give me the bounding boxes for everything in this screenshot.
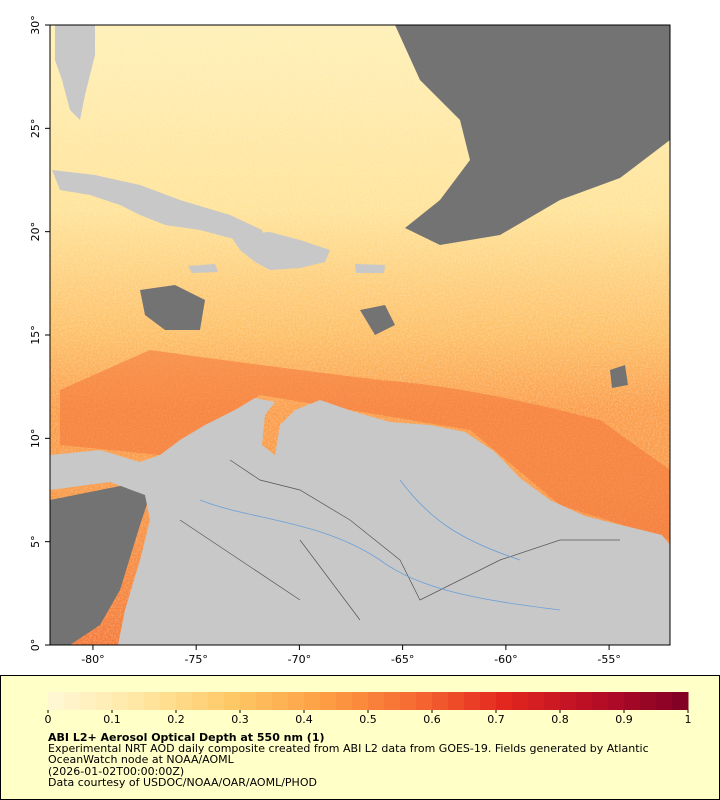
no-data-region bbox=[140, 285, 205, 330]
colorbar-segment bbox=[448, 692, 465, 710]
colorbar-tick-label: 0 bbox=[45, 713, 52, 726]
map-area bbox=[50, 25, 670, 645]
caption-line: Data courtesy of USDOC/NOAA/OAR/AOML/PHO… bbox=[48, 776, 317, 789]
colorbar-tick-label: 1 bbox=[685, 713, 692, 726]
colorbar-segment bbox=[528, 692, 545, 710]
colorbar-segment bbox=[288, 692, 305, 710]
colorbar-segment bbox=[208, 692, 225, 710]
colorbar-tick-label: 0.3 bbox=[231, 713, 249, 726]
land-puerto-rico bbox=[355, 264, 385, 273]
colorbar-segment bbox=[48, 692, 65, 710]
x-tick-label: -55° bbox=[597, 653, 620, 666]
colorbar-segment bbox=[640, 692, 657, 710]
land-jamaica bbox=[188, 264, 218, 273]
x-tick-label: -70° bbox=[288, 653, 311, 666]
land-hispaniola bbox=[230, 232, 330, 270]
colorbar-tick-label: 0.4 bbox=[295, 713, 313, 726]
colorbar-segment bbox=[224, 692, 241, 710]
colorbar-tick-label: 0.2 bbox=[167, 713, 185, 726]
colorbar-segment bbox=[176, 692, 193, 710]
land-florida bbox=[55, 25, 95, 120]
y-tick-label: 25° bbox=[29, 119, 42, 139]
no-data-region bbox=[610, 365, 628, 388]
high-aod-band bbox=[60, 350, 670, 540]
colorbar-segment bbox=[544, 692, 561, 710]
colorbar-segment bbox=[560, 692, 577, 710]
colorbar-segment bbox=[400, 692, 417, 710]
colorbar-segment bbox=[464, 692, 481, 710]
colorbar-segment bbox=[576, 692, 593, 710]
y-tick-label: 30° bbox=[29, 15, 42, 35]
colorbar-segment bbox=[368, 692, 385, 710]
rivers bbox=[199, 479, 561, 611]
colorbar-segment bbox=[320, 692, 337, 710]
colorbar-segment bbox=[112, 692, 129, 710]
colorbar-segment bbox=[144, 692, 161, 710]
colorbar-tick-label: 0.9 bbox=[615, 713, 633, 726]
colorbar-segment bbox=[672, 692, 689, 710]
y-tick-label: 5° bbox=[29, 535, 42, 548]
y-tick-label: 20° bbox=[29, 222, 42, 242]
colorbar-segment bbox=[96, 692, 113, 710]
colorbar-segment bbox=[128, 692, 145, 710]
colorbar-segment bbox=[240, 692, 257, 710]
x-tick-label: -75° bbox=[184, 653, 207, 666]
colorbar-segment bbox=[384, 692, 401, 710]
colorbar-tick-label: 0.5 bbox=[359, 713, 377, 726]
land-south-america bbox=[50, 398, 670, 645]
colorbar-segment bbox=[256, 692, 273, 710]
colorbar-segment bbox=[64, 692, 81, 710]
y-tick-label: 10° bbox=[29, 429, 42, 449]
land-cuba bbox=[52, 170, 265, 245]
colorbar-segment bbox=[624, 692, 641, 710]
colorbar-segment bbox=[592, 692, 609, 710]
colorbar-tick-label: 0.7 bbox=[487, 713, 505, 726]
colorbar-segment bbox=[608, 692, 625, 710]
x-tick-label: -60° bbox=[494, 653, 517, 666]
x-tick-label: -80° bbox=[81, 653, 104, 666]
colorbar-segment bbox=[336, 692, 353, 710]
caption-line: OceanWatch node at NOAA/AOML bbox=[48, 753, 235, 766]
colorbar-segment bbox=[416, 692, 433, 710]
colorbar-segment bbox=[304, 692, 321, 710]
colorbar-tick-label: 0.1 bbox=[103, 713, 121, 726]
y-tick-label: 15° bbox=[29, 325, 42, 345]
colorbar-tick-label: 0.8 bbox=[551, 713, 569, 726]
colorbar-segment bbox=[272, 692, 289, 710]
no-data-region bbox=[395, 25, 670, 245]
colorbar-segment bbox=[352, 692, 369, 710]
colorbar-segment bbox=[656, 692, 673, 710]
x-tick-label: -65° bbox=[391, 653, 414, 666]
caption-line: (2026-01-02T00:00:00Z) bbox=[48, 765, 184, 778]
colorbar-tick-label: 0.6 bbox=[423, 713, 441, 726]
colorbar-segment bbox=[432, 692, 449, 710]
no-data-region bbox=[360, 305, 395, 335]
y-tick-label: 0° bbox=[29, 639, 42, 652]
colorbar-segment bbox=[192, 692, 209, 710]
title: ABI L2+ Aerosol Optical Depth at 550 nm … bbox=[48, 731, 325, 744]
caption-line: Experimental NRT AOD daily composite cre… bbox=[48, 742, 649, 755]
borders bbox=[179, 459, 620, 621]
colorbar-segment bbox=[480, 692, 497, 710]
colorbar-segment bbox=[80, 692, 97, 710]
colorbar-segment bbox=[160, 692, 177, 710]
no-data-region bbox=[50, 485, 150, 645]
colorbar-segment bbox=[496, 692, 513, 710]
colorbar-segment bbox=[512, 692, 529, 710]
